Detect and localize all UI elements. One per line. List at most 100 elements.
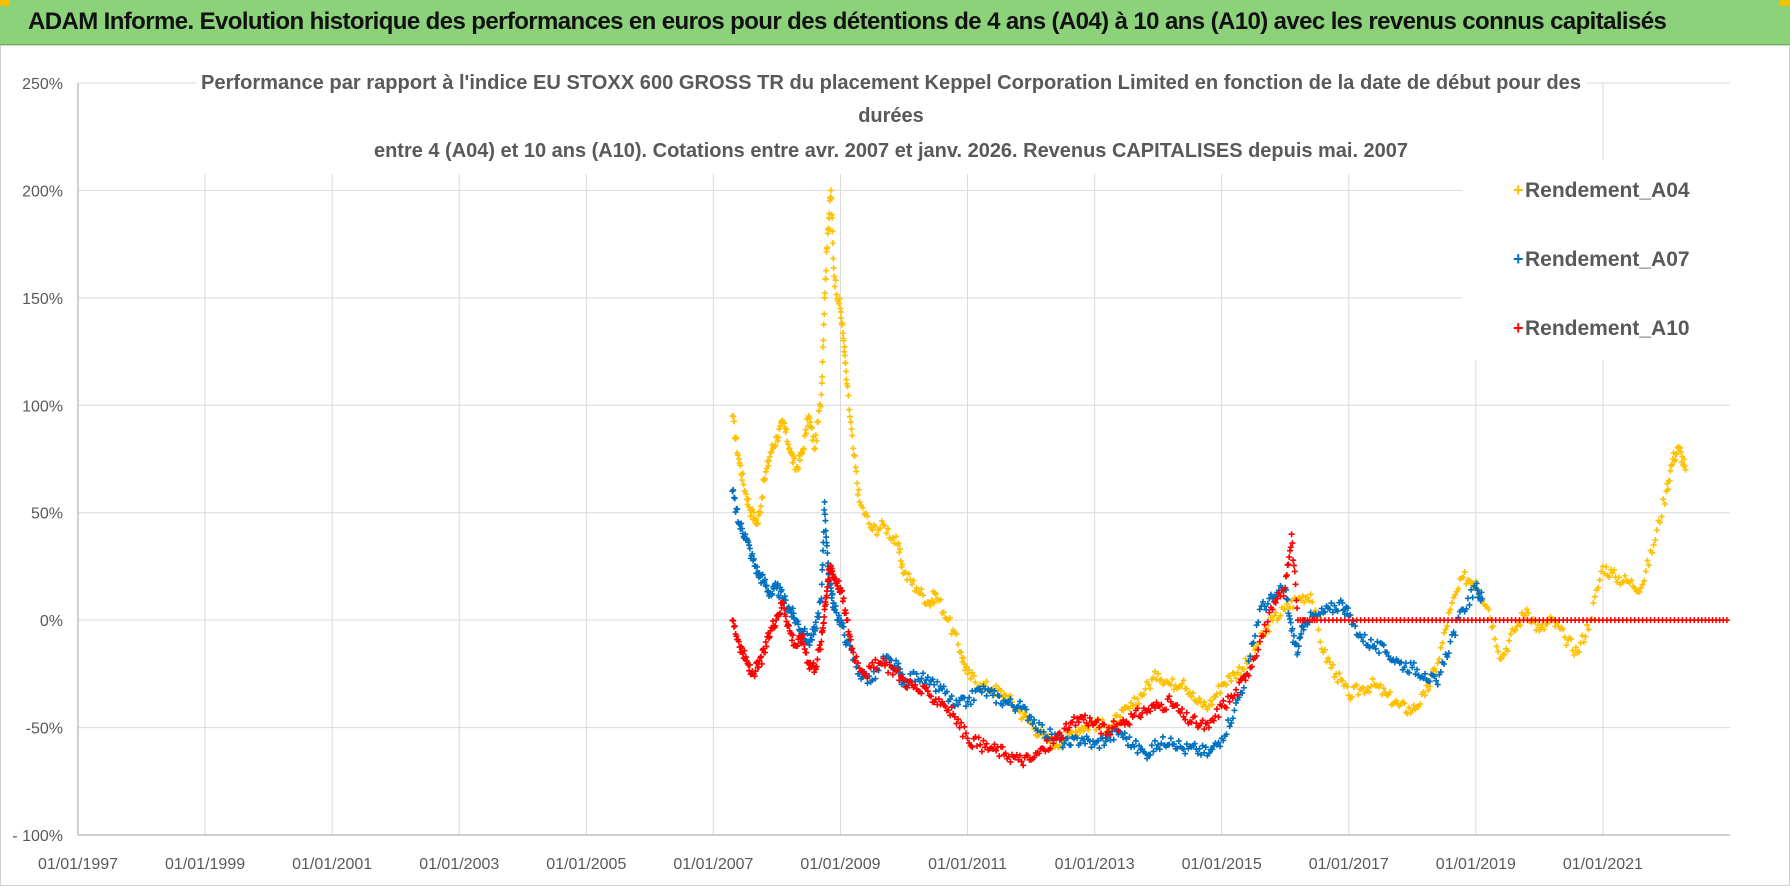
data-point	[1110, 736, 1117, 743]
data-point	[958, 719, 965, 726]
data-point	[839, 330, 846, 337]
data-point	[1406, 704, 1413, 711]
data-point	[737, 462, 744, 469]
data-point	[1290, 632, 1297, 639]
series-rendement-a04	[729, 187, 1689, 752]
x-tick-label: 01/01/2015	[1182, 856, 1262, 873]
data-point	[1178, 705, 1185, 712]
data-point	[1232, 675, 1239, 682]
data-point	[742, 490, 749, 497]
data-point	[953, 720, 960, 727]
data-point	[1247, 653, 1254, 660]
data-point	[1191, 740, 1198, 747]
data-point	[1255, 646, 1262, 653]
data-point	[1485, 606, 1492, 613]
data-point	[808, 425, 815, 432]
data-point	[1569, 647, 1576, 654]
data-point	[1118, 720, 1125, 727]
data-point	[1129, 703, 1136, 710]
data-point	[1199, 742, 1206, 749]
data-point	[1460, 574, 1467, 581]
data-point	[1642, 568, 1649, 575]
data-point	[943, 688, 950, 695]
data-point	[1151, 668, 1158, 675]
data-point	[872, 523, 879, 530]
data-point	[1174, 702, 1181, 709]
data-point	[991, 687, 998, 694]
data-point	[1444, 653, 1451, 660]
data-point	[1178, 680, 1185, 687]
data-point	[1666, 477, 1673, 484]
data-point	[1207, 697, 1214, 704]
data-point	[840, 623, 847, 630]
data-point	[814, 656, 821, 663]
data-point	[888, 664, 895, 671]
data-point	[850, 445, 857, 452]
data-point	[1220, 737, 1227, 744]
data-point	[1232, 686, 1239, 693]
data-point	[885, 525, 892, 532]
data-point	[829, 228, 836, 235]
data-point	[841, 352, 848, 359]
data-point	[1449, 599, 1456, 606]
y-tick-label: 250%	[22, 76, 63, 93]
data-point	[999, 702, 1006, 709]
data-point	[1132, 701, 1139, 708]
chart-title-line-1: Performance par rapport à l'indice EU ST…	[201, 72, 1581, 94]
data-point	[966, 694, 973, 701]
data-point	[918, 675, 925, 682]
data-point	[1043, 737, 1050, 744]
data-point	[1042, 748, 1049, 755]
data-point	[1263, 606, 1270, 613]
data-point	[1194, 750, 1201, 757]
data-point	[1234, 669, 1241, 676]
data-point	[733, 434, 740, 441]
data-point	[1136, 742, 1143, 749]
data-point	[1298, 630, 1305, 637]
data-point	[873, 531, 880, 538]
data-point	[789, 632, 796, 639]
data-point	[1649, 549, 1656, 556]
x-tick-label: 01/01/2013	[1055, 856, 1135, 873]
data-point	[1307, 609, 1314, 616]
data-point	[746, 545, 753, 552]
data-point	[754, 520, 761, 527]
y-axis-ticks: 250% 200% 150% 100% 50% 0% -50% - 100%	[12, 76, 63, 845]
data-point	[897, 557, 904, 564]
data-point	[1339, 677, 1346, 684]
data-point	[810, 660, 817, 667]
data-point	[1283, 572, 1290, 579]
data-point	[1231, 670, 1238, 677]
data-point	[1132, 737, 1139, 744]
data-point	[889, 671, 896, 678]
data-point	[1523, 606, 1530, 613]
data-point	[1223, 681, 1230, 688]
data-point	[746, 661, 753, 668]
data-point	[1582, 633, 1589, 640]
data-point	[1468, 586, 1475, 593]
data-point	[935, 696, 942, 703]
data-point	[1479, 595, 1486, 602]
data-point	[1169, 675, 1176, 682]
data-point	[759, 571, 766, 578]
data-point	[1723, 617, 1730, 624]
data-point	[1360, 638, 1367, 645]
x-tick-label: 01/01/2001	[292, 856, 372, 873]
data-point	[1439, 639, 1446, 646]
data-point	[749, 550, 756, 557]
data-point	[821, 290, 828, 297]
data-point	[1572, 644, 1579, 651]
data-point	[859, 504, 866, 511]
data-point	[1522, 612, 1529, 619]
data-point	[835, 577, 842, 584]
data-point	[731, 495, 738, 502]
data-point	[996, 753, 1003, 760]
data-point	[1344, 683, 1351, 690]
data-point	[951, 703, 958, 710]
data-point	[918, 586, 925, 593]
data-point	[782, 613, 789, 620]
data-point	[750, 509, 757, 516]
data-point	[880, 655, 887, 662]
data-point	[1131, 743, 1138, 750]
data-point	[1223, 731, 1230, 738]
